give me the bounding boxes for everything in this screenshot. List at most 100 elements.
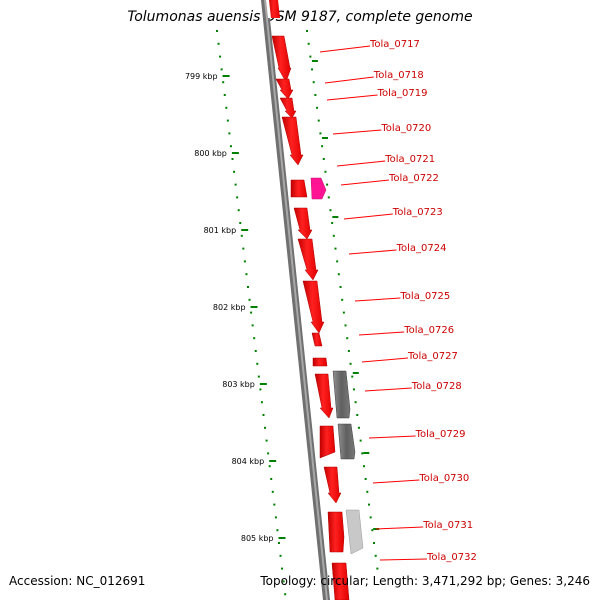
ruler-tick	[259, 383, 267, 385]
gene-segment-top[interactable]	[268, 0, 280, 18]
gc-dot	[237, 209, 240, 212]
other-genes	[310, 177, 364, 555]
gc-dot	[346, 337, 349, 340]
gene-arrow[interactable]	[293, 207, 313, 240]
gene-label[interactable]: Tola_0726	[403, 325, 454, 336]
gene-label[interactable]: Tola_0727	[407, 351, 458, 362]
gc-dot	[354, 401, 357, 404]
gc-dot	[361, 452, 364, 455]
gene-arrow-pink[interactable]	[310, 177, 327, 200]
gene-label[interactable]: Tola_0728	[411, 381, 462, 392]
gene-label[interactable]: Tola_0731	[422, 520, 473, 531]
gc-dot	[329, 209, 332, 212]
gc-dash	[311, 60, 318, 62]
gene-segment-top-edge	[266, 0, 271, 18]
gc-dot	[262, 414, 265, 416]
ruler-tick	[278, 537, 286, 539]
gc-dot	[342, 311, 345, 314]
gene-leader-line	[372, 479, 420, 484]
gc-dot	[311, 68, 314, 71]
gene-label[interactable]: Tola_0719	[377, 88, 428, 99]
gc-dash	[322, 137, 329, 139]
gc-dot	[341, 298, 344, 301]
gene-label[interactable]: Tola_0717	[369, 39, 420, 50]
gene-arrow[interactable]	[271, 35, 292, 83]
gc-dot	[236, 196, 239, 199]
gc-dot	[309, 55, 312, 58]
gc-dot	[321, 145, 324, 148]
gene-label[interactable]: Tola_0718	[373, 70, 424, 81]
gc-dot	[264, 426, 267, 429]
gene-leader-line	[368, 435, 416, 439]
gene-arrow[interactable]	[302, 280, 325, 334]
ruler-tick	[222, 75, 230, 77]
gene-arrow[interactable]	[312, 357, 328, 367]
gene-arrow[interactable]	[327, 511, 345, 553]
gc-dot	[307, 42, 310, 45]
gene-label[interactable]: Tola_0724	[396, 243, 447, 254]
gc-dot	[246, 286, 249, 288]
gene-arrow[interactable]	[331, 562, 350, 600]
gene-arrow-gray[interactable]	[337, 423, 356, 460]
gene-arrow[interactable]	[323, 466, 342, 504]
gene-leader-line	[348, 249, 397, 255]
gc-dot	[216, 30, 218, 32]
gc-dot	[271, 490, 274, 493]
gc-dot	[234, 183, 237, 186]
gc-dot	[336, 260, 339, 263]
gene-label[interactable]: Tola_0725	[399, 291, 450, 302]
gc-dot	[250, 311, 253, 314]
gene-label[interactable]: Tola_0730	[418, 473, 469, 484]
gene-label[interactable]: Tola_0721	[384, 154, 435, 165]
ruler-label: 805 kbp	[241, 534, 274, 543]
ruler-tick	[250, 306, 258, 308]
gene-label[interactable]: Tola_0722	[388, 173, 439, 184]
gc-dot	[243, 260, 246, 263]
gene-arrow[interactable]	[275, 78, 294, 100]
gene-arrow-gray[interactable]	[332, 370, 351, 419]
gc-dot	[319, 132, 322, 135]
gene-leader-line	[340, 179, 390, 186]
gene-arrow[interactable]	[279, 97, 297, 119]
gene-arrow-lightgray[interactable]	[345, 509, 364, 555]
gene-label[interactable]: Tola_0732	[426, 552, 477, 563]
gene-leader-line	[379, 558, 428, 561]
gc-dot	[233, 170, 236, 173]
gc-dot	[362, 465, 365, 468]
gc-dot	[220, 68, 223, 71]
gc-dot	[316, 106, 319, 109]
gene-arrow[interactable]	[281, 116, 304, 166]
accession-label: Accession: NC_012691	[9, 574, 146, 588]
gc-dot	[279, 554, 282, 557]
gc-dot	[223, 94, 226, 96]
gene-arrow[interactable]	[297, 238, 319, 281]
gc-dot	[248, 298, 251, 301]
gc-dot	[226, 119, 229, 122]
gc-dot	[376, 567, 379, 570]
gene-arrow[interactable]	[314, 373, 334, 419]
gc-dot-track-right	[306, 30, 380, 570]
gc-dot	[225, 106, 228, 109]
gene-arrow[interactable]	[311, 332, 323, 347]
gc-dot	[222, 81, 225, 84]
gc-dot	[239, 222, 242, 224]
gc-dot	[334, 247, 337, 250]
gene-arrow[interactable]	[290, 179, 308, 198]
gc-dot	[366, 490, 369, 493]
gc-dot	[268, 465, 271, 468]
ruler-label: 803 kbp	[222, 380, 255, 389]
gc-dot	[359, 439, 362, 442]
gc-dot	[242, 247, 245, 250]
gc-dot	[265, 439, 268, 442]
gc-dot	[276, 529, 279, 532]
gc-dot	[322, 158, 325, 160]
gc-dot	[347, 350, 350, 352]
gc-dot	[331, 222, 334, 224]
gene-label[interactable]: Tola_0723	[392, 207, 443, 218]
gene-label[interactable]: Tola_0729	[415, 429, 466, 440]
gc-dot	[259, 388, 262, 391]
gene-label[interactable]: Tola_0720	[380, 123, 431, 134]
gene-arrow[interactable]	[319, 425, 336, 459]
gc-dot	[273, 503, 276, 506]
